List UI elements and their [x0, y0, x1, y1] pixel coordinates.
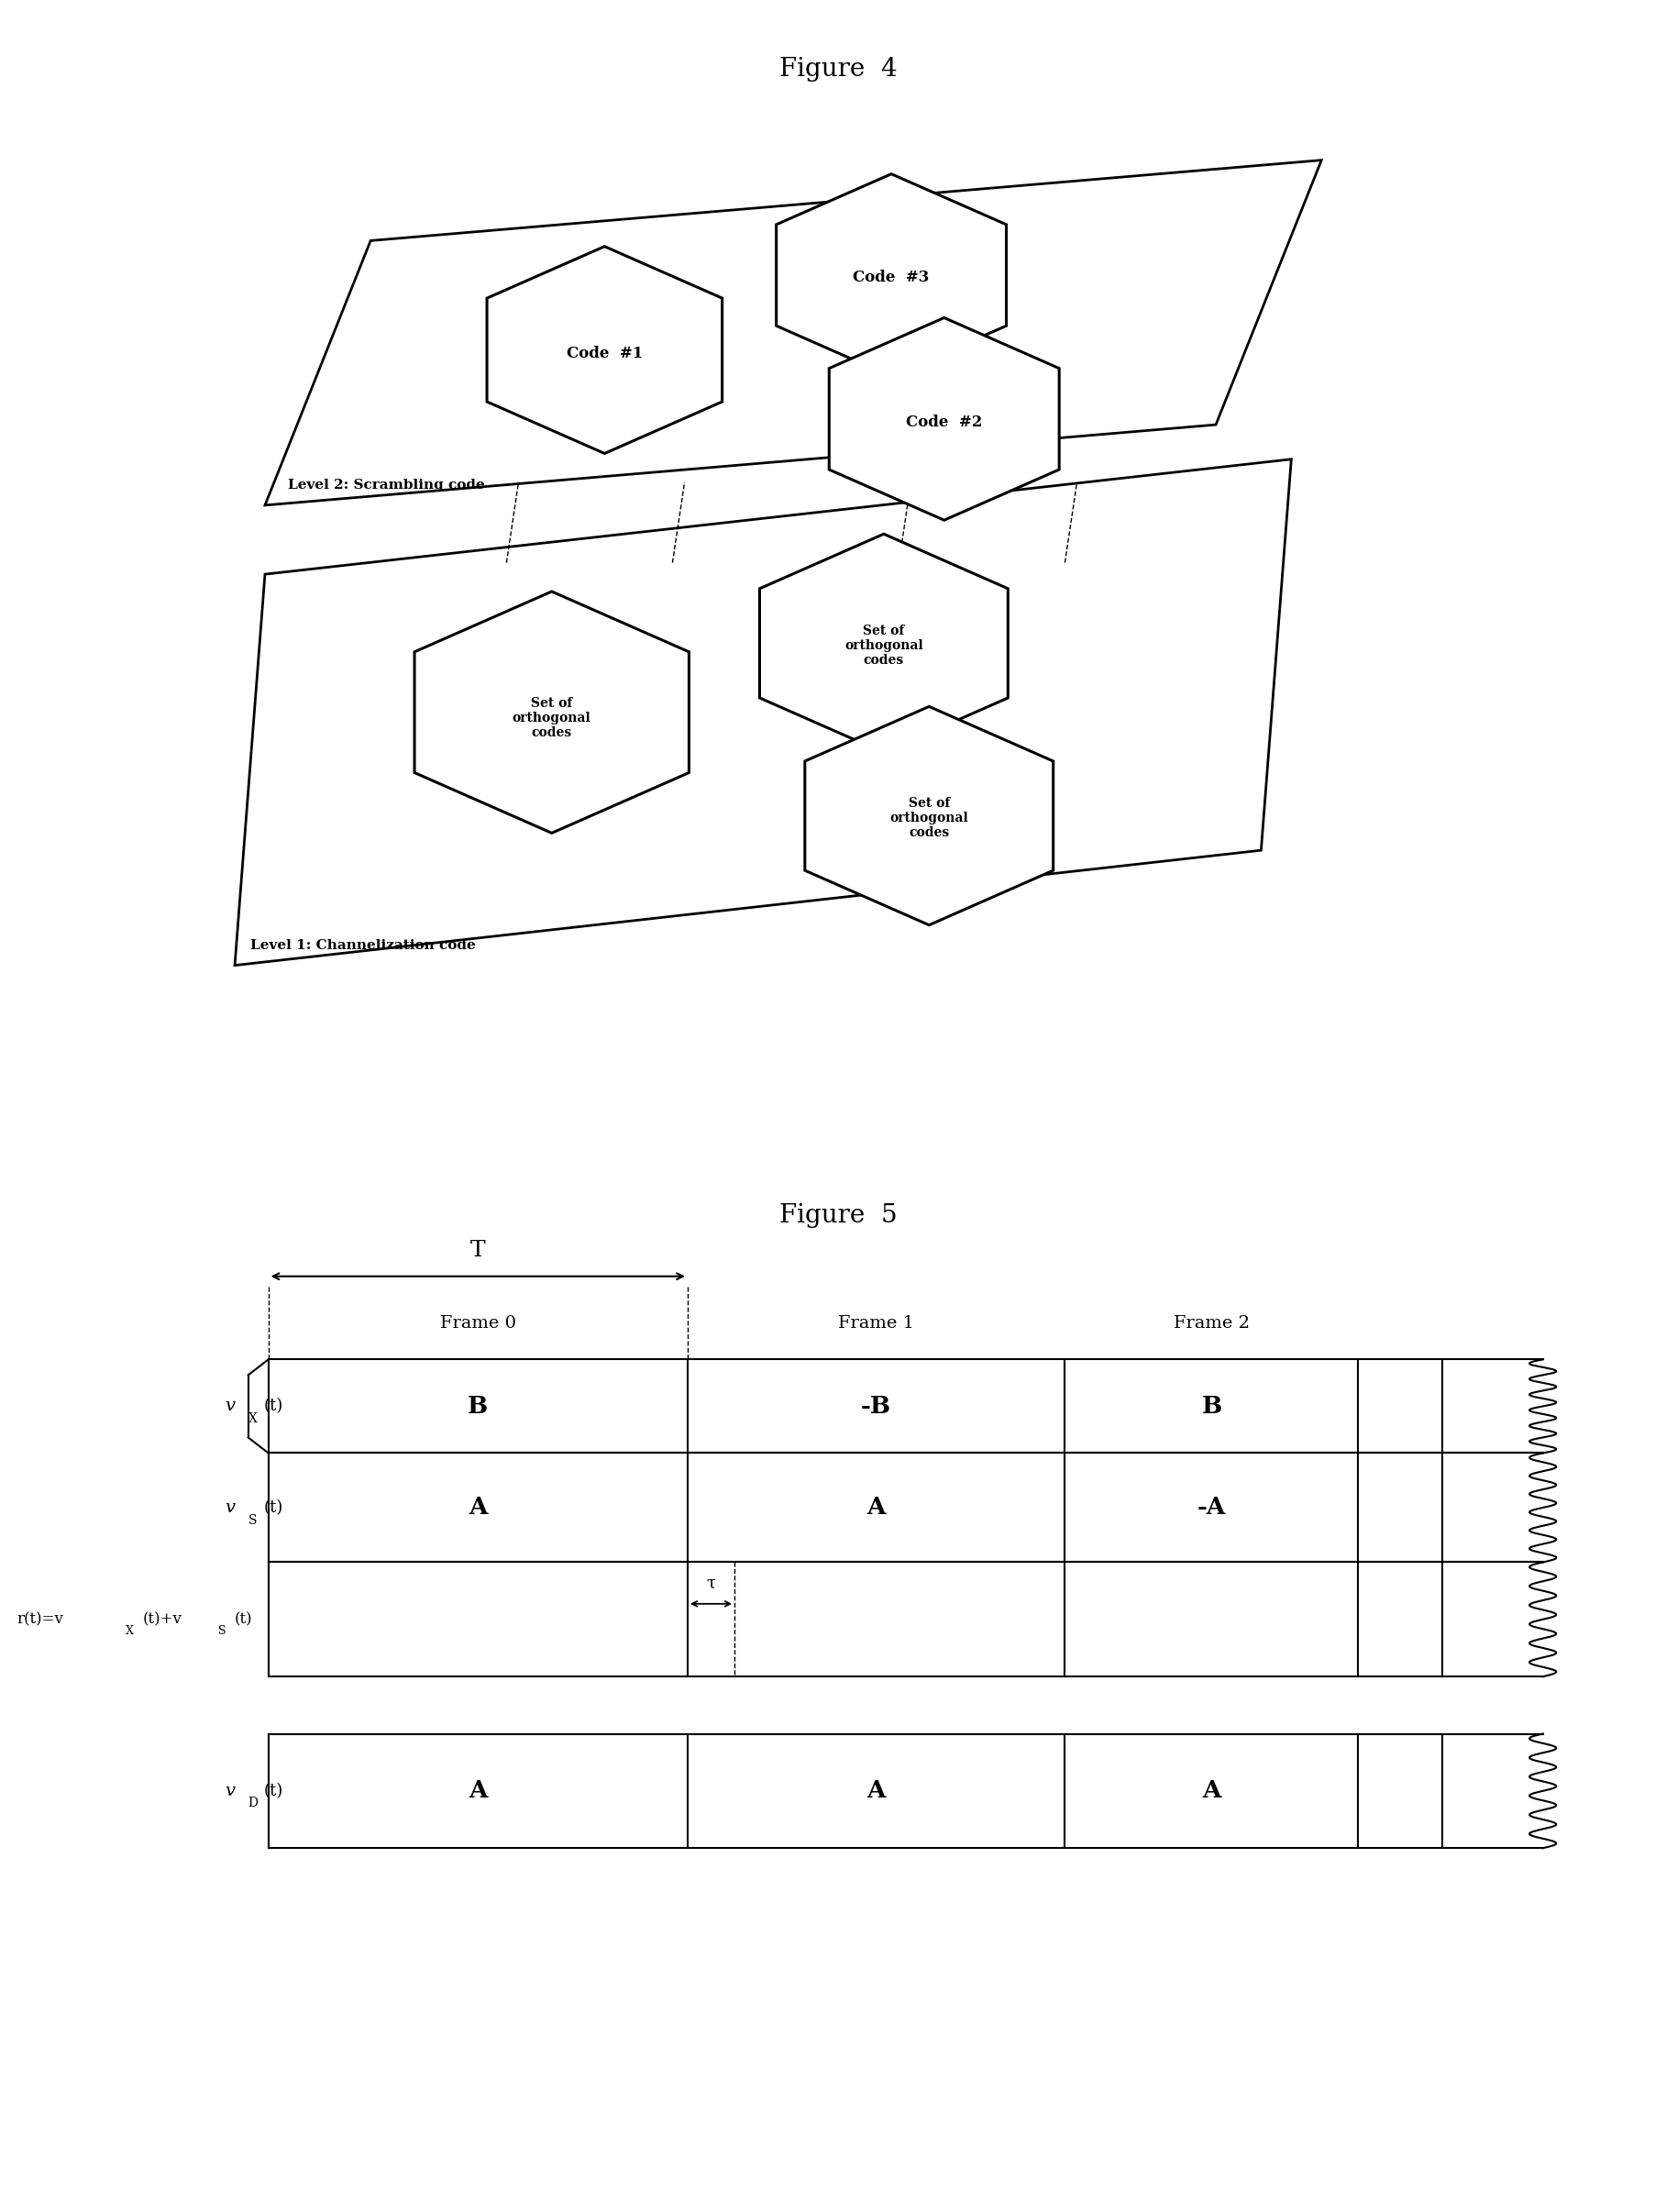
Text: τ: τ [706, 1575, 716, 1590]
Polygon shape [828, 319, 1060, 520]
Text: v: v [225, 1500, 235, 1515]
Text: (t): (t) [263, 1398, 283, 1413]
Polygon shape [760, 533, 1008, 752]
Text: Figure  5: Figure 5 [780, 1203, 897, 1228]
Polygon shape [776, 175, 1006, 376]
Text: A: A [867, 1495, 885, 1520]
Text: Set of
orthogonal
codes: Set of orthogonal codes [513, 697, 590, 739]
Text: (t)+v: (t)+v [143, 1613, 181, 1628]
Text: Code  #3: Code #3 [854, 270, 929, 285]
Text: Code  #1: Code #1 [567, 345, 642, 361]
Text: X: X [248, 1411, 257, 1425]
Text: A: A [867, 1778, 885, 1803]
Text: A: A [468, 1495, 488, 1520]
Text: -A: -A [1197, 1495, 1226, 1520]
Text: -B: -B [860, 1396, 892, 1418]
Polygon shape [805, 706, 1053, 925]
Text: (t): (t) [263, 1783, 283, 1798]
Text: (t): (t) [235, 1613, 253, 1628]
Text: Code  #2: Code #2 [906, 414, 983, 429]
Text: r(t)=v: r(t)=v [17, 1613, 64, 1628]
Text: D: D [248, 1796, 258, 1809]
Text: S: S [218, 1626, 226, 1637]
Text: v: v [225, 1783, 235, 1798]
Text: S: S [248, 1513, 257, 1526]
Text: Figure  4: Figure 4 [780, 58, 897, 82]
Text: Set of
orthogonal
codes: Set of orthogonal codes [845, 624, 922, 666]
Text: A: A [1202, 1778, 1221, 1803]
Text: B: B [468, 1396, 488, 1418]
Text: B: B [1201, 1396, 1223, 1418]
Text: Level 2: Scrambling code: Level 2: Scrambling code [288, 478, 485, 491]
Text: Frame 1: Frame 1 [838, 1314, 914, 1332]
Text: X: X [126, 1626, 134, 1637]
Text: T: T [470, 1239, 486, 1261]
Text: Frame 2: Frame 2 [1174, 1314, 1249, 1332]
Text: A: A [468, 1778, 488, 1803]
Polygon shape [235, 460, 1291, 964]
Text: Frame 0: Frame 0 [439, 1314, 517, 1332]
Text: Set of
orthogonal
codes: Set of orthogonal codes [890, 796, 968, 838]
Text: v: v [225, 1398, 235, 1413]
Polygon shape [265, 159, 1321, 504]
Text: Level 1: Channelization code: Level 1: Channelization code [250, 938, 475, 951]
Text: (t): (t) [263, 1500, 283, 1515]
Polygon shape [486, 246, 723, 453]
Polygon shape [414, 591, 689, 834]
